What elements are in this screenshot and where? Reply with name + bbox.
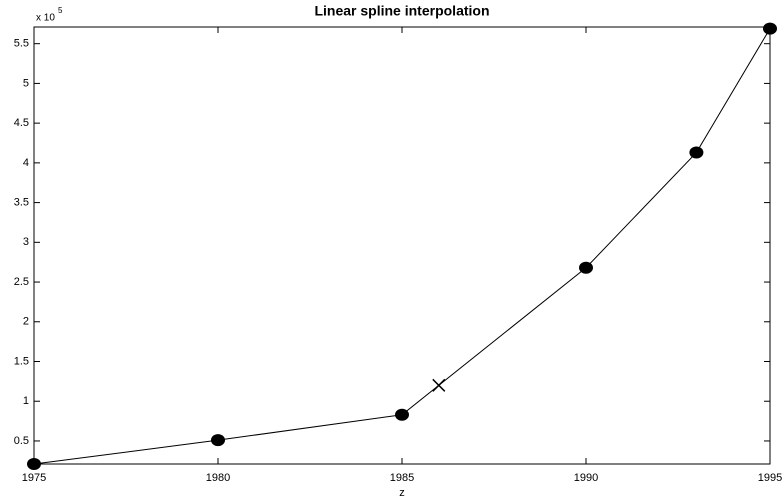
- x-tick-label: 1980: [206, 472, 230, 484]
- y-tick-label: 5.5: [14, 38, 29, 50]
- y-tick-label: 2.5: [14, 276, 29, 288]
- line: [33, 28, 771, 465]
- chart-title: Linear spline interpolation: [314, 3, 489, 19]
- data-point: [395, 408, 409, 421]
- y-tick-label: 3: [23, 236, 29, 248]
- y-tick-label: 4: [23, 157, 29, 169]
- y-multiplier-exponent: 5: [58, 6, 63, 15]
- y-tick-label: 4.5: [14, 117, 29, 129]
- y-tick-label: 5: [23, 77, 29, 89]
- data-point: [211, 434, 225, 447]
- x-tick-label: 1985: [390, 472, 414, 484]
- y-tick-label: 1.5: [14, 355, 29, 367]
- data-point: [763, 22, 777, 35]
- y-tick-label: 1: [23, 395, 29, 407]
- data-point: [689, 146, 704, 159]
- x-tick-label: 1975: [22, 472, 46, 484]
- x-tick-label: 1995: [758, 472, 782, 484]
- y-tick-label: 0.5: [14, 435, 29, 447]
- y-multiplier: x 10: [36, 13, 55, 24]
- x-axis-label: z: [399, 487, 405, 499]
- data-point: [579, 261, 593, 274]
- data-point: [27, 458, 41, 470]
- y-tick-label: 2: [23, 316, 29, 328]
- query-point: [432, 378, 446, 392]
- y-tick-label: 3.5: [14, 197, 29, 209]
- x-tick-label: 1990: [574, 472, 598, 484]
